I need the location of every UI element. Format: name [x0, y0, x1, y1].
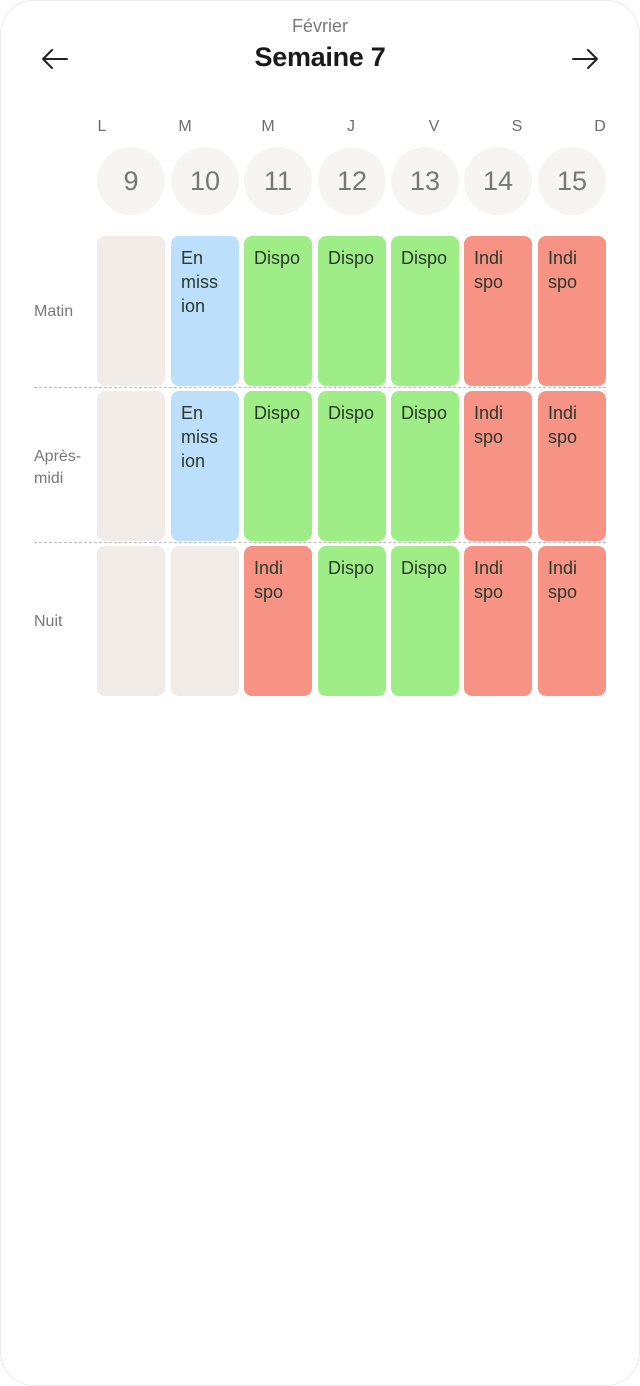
- month-label: Février: [291, 16, 348, 36]
- slot-cell-empty[interactable]: [97, 546, 165, 696]
- row-label: Nuit: [34, 613, 63, 630]
- slot-cell-indispo[interactable]: Indi spo: [538, 546, 606, 696]
- slot-cell-dispo[interactable]: Dispo: [391, 391, 459, 541]
- row-separator: [34, 387, 606, 388]
- slot-cell-indispo[interactable]: Indi spo: [464, 546, 532, 696]
- day-letter: J: [347, 118, 355, 135]
- day-number[interactable]: 10: [171, 147, 239, 215]
- week-title: Semaine 7: [254, 42, 386, 72]
- day-letter: M: [178, 118, 192, 135]
- day-letter: M: [261, 118, 275, 135]
- day-number[interactable]: 9: [97, 147, 165, 215]
- slot-cell-dispo[interactable]: Dispo: [318, 236, 386, 386]
- next-week-button[interactable]: [568, 42, 602, 76]
- arrow-right-icon: [572, 49, 598, 69]
- slot-cell-indispo[interactable]: Indi spo: [538, 236, 606, 386]
- day-number[interactable]: 13: [391, 147, 459, 215]
- slot-cell-indispo[interactable]: Indi spo: [538, 391, 606, 541]
- row-label: Après- midi: [34, 448, 82, 487]
- slot-cell-mission[interactable]: En miss ion: [171, 391, 239, 541]
- slot-cell-dispo[interactable]: Dispo: [318, 546, 386, 696]
- day-letter: V: [428, 118, 440, 135]
- slot-cell-mission[interactable]: En miss ion: [171, 236, 239, 386]
- day-number[interactable]: 14: [464, 147, 532, 215]
- slot-cell-dispo[interactable]: Dispo: [244, 236, 312, 386]
- previous-week-button[interactable]: [38, 42, 72, 76]
- arrow-left-icon: [42, 49, 68, 69]
- slot-cell-indispo[interactable]: Indi spo: [244, 546, 312, 696]
- row-label: Matin: [34, 303, 74, 320]
- slot-cell-indispo[interactable]: Indi spo: [464, 391, 532, 541]
- day-number[interactable]: 15: [538, 147, 606, 215]
- slot-cell-indispo[interactable]: Indi spo: [464, 236, 532, 386]
- day-letter: L: [97, 118, 107, 135]
- day-letter: D: [594, 118, 606, 135]
- day-number[interactable]: 11: [244, 147, 312, 215]
- slot-cell-dispo[interactable]: Dispo: [391, 236, 459, 386]
- slot-cell-dispo[interactable]: Dispo: [244, 391, 312, 541]
- slot-cell-dispo[interactable]: Dispo: [318, 391, 386, 541]
- slot-cell-empty[interactable]: [97, 236, 165, 386]
- day-letter: S: [511, 118, 523, 135]
- day-number[interactable]: 12: [318, 147, 386, 215]
- row-separator: [34, 542, 606, 543]
- slot-cell-empty[interactable]: [171, 546, 239, 696]
- slot-cell-dispo[interactable]: Dispo: [391, 546, 459, 696]
- slot-cell-empty[interactable]: [97, 391, 165, 541]
